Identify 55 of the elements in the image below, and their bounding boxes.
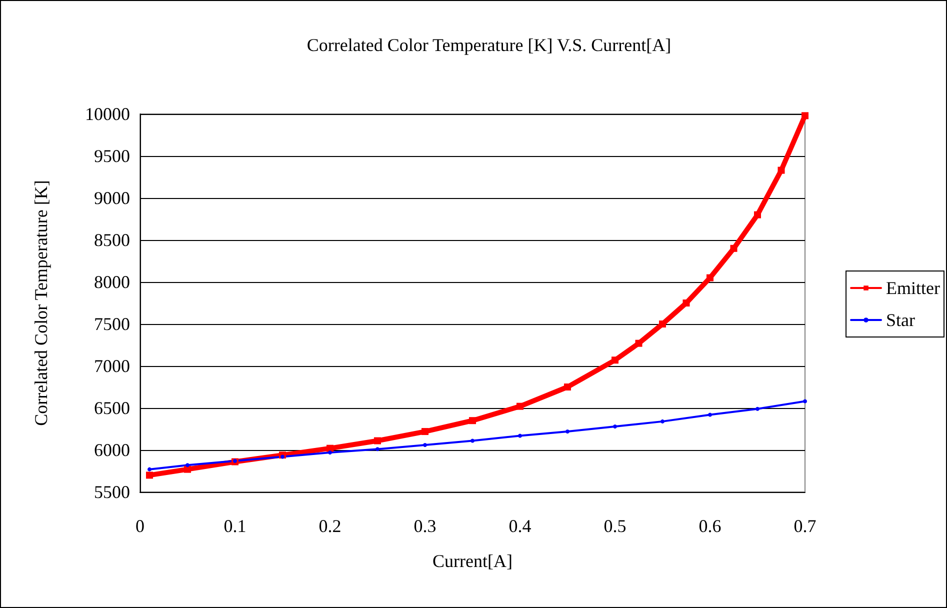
legend-label: Star [886,310,916,330]
point [374,437,381,444]
point [682,300,690,306]
y-tick-label: 9000 [94,188,130,208]
point [659,320,666,328]
point [233,458,237,463]
point [518,434,522,438]
point [422,428,428,436]
point [516,402,524,410]
y-tick-label: 9500 [94,146,130,166]
point [706,274,714,282]
point [186,463,190,468]
x-tick-label: 0.4 [508,516,532,536]
x-tick-label: 0.5 [604,516,626,536]
legend-label: Emitter [886,278,940,298]
point [802,112,808,120]
y-tick-label: 8500 [94,230,130,250]
x-tick-label: 0.7 [794,516,816,536]
point [778,166,785,174]
point [708,412,712,417]
point [280,454,284,459]
point [803,399,807,404]
point [376,447,380,452]
point [754,211,761,218]
chart-title: Correlated Color Temperature [K] V.S. Current[A] [306,35,672,55]
point [613,424,617,428]
point [326,444,334,452]
x-tick-label: 0.6 [698,516,722,536]
point [564,384,571,390]
point [184,466,191,473]
point [470,438,474,443]
point [146,472,153,479]
y-tick-label: 7500 [94,314,130,334]
x-axis-title: Current[A] [432,551,512,571]
point [612,356,618,364]
point [328,450,332,455]
x-tick-label: 0.1 [224,516,246,536]
point [148,467,152,472]
point [469,417,476,424]
y-tick-label: 7000 [94,356,130,376]
x-tick-label: 0.2 [318,516,342,536]
y-tick-label: 6000 [94,440,130,460]
point [730,244,738,252]
y-tick-label: 6500 [94,398,130,418]
y-tick-label: 10000 [85,104,130,124]
point [756,406,760,411]
y-tick-label: 5500 [94,482,130,502]
y-axis-title: Correlated Color Temperature [K] [31,180,51,426]
point [635,340,642,347]
point [660,419,664,424]
x-tick-label: 0 [136,516,144,536]
x-tick-label: 0.3 [414,516,436,536]
point [566,430,570,434]
point [423,442,427,447]
y-tick-label: 8000 [94,272,130,292]
